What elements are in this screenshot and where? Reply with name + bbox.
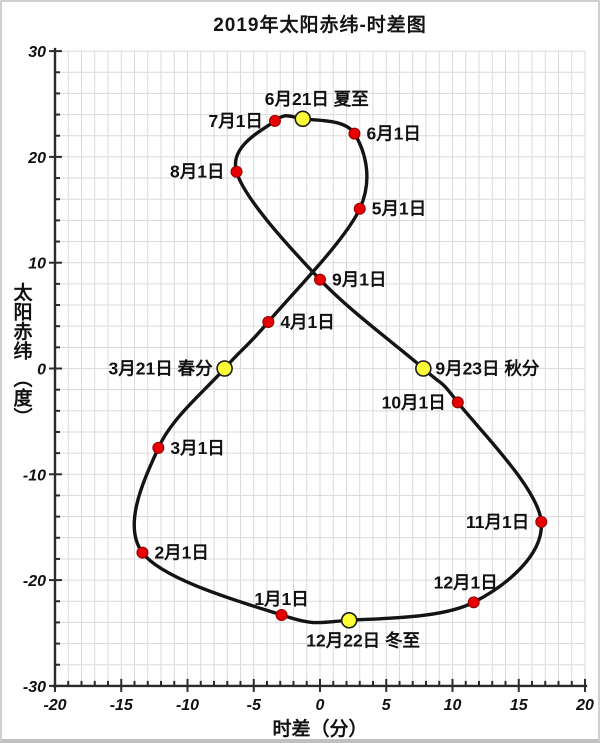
data-point-3月1日: [152, 441, 165, 454]
y-tick-label: -30: [23, 679, 46, 696]
y-axis-title-char: 纬: [13, 340, 32, 363]
point-label-6月21日 夏至: 6月21日 夏至: [265, 89, 369, 109]
point-label-12月22日 冬至: 12月22日 冬至: [306, 630, 420, 650]
data-point-4月1日: [262, 315, 275, 328]
y-tick-label: 30: [28, 44, 46, 61]
y-tick-label: 0: [37, 362, 46, 379]
point-label-10月1日: 10月1日: [382, 392, 446, 412]
x-tick-label: 5: [382, 697, 392, 714]
x-tick-label: -10: [176, 697, 199, 714]
y-tick-label: 20: [27, 150, 46, 167]
data-point-1月1日: [275, 609, 288, 622]
point-label-11月1日: 11月1日: [466, 512, 529, 532]
point-label-2月1日: 2月1日: [154, 543, 208, 563]
x-tick-label: 0: [316, 697, 325, 714]
x-tick-label: -5: [247, 697, 262, 714]
data-point-12月1日: [467, 596, 480, 609]
x-tick-label: -15: [110, 697, 134, 714]
point-label-1月1日: 1月1日: [254, 589, 308, 609]
x-tick-label: 10: [444, 697, 462, 714]
y-axis-title-char: ︵: [13, 369, 32, 390]
y-axis-title-char: 赤: [13, 321, 32, 343]
y-axis-title-char: 太: [13, 281, 33, 304]
y-axis-title-char: 度: [13, 387, 33, 410]
point-label-12月1日: 12月1日: [434, 572, 498, 592]
chart-title: 2019年太阳赤纬-时差图: [213, 15, 427, 36]
point-label-4月1日: 4月1日: [280, 312, 334, 332]
x-tick-label: 20: [575, 697, 594, 714]
data-point-2月1日: [136, 546, 149, 559]
data-point-5月1日: [353, 202, 366, 215]
data-point-12月22日 冬至: [340, 612, 358, 629]
point-label-3月21日 春分: 3月21日 春分: [109, 359, 214, 379]
data-point-11月1日: [535, 515, 548, 528]
data-point-8月1日: [230, 165, 243, 178]
grid: [54, 50, 586, 687]
y-tick-label: -20: [23, 573, 46, 590]
y-axis-title-char: 阳: [13, 302, 32, 324]
point-label-7月1日: 7月1日: [208, 111, 262, 131]
ticks: [49, 50, 586, 692]
point-label-9月23日 秋分: 9月23日 秋分: [435, 359, 540, 379]
x-tick-label: -20: [43, 697, 66, 714]
data-point-9月1日: [314, 273, 326, 286]
point-label-9月1日: 9月1日: [332, 270, 386, 290]
point-label-8月1日: 8月1日: [170, 162, 224, 182]
data-point-9月23日 秋分: [415, 360, 432, 377]
y-axis-title-char: ︶: [13, 406, 32, 429]
y-tick-label: 10: [28, 256, 46, 273]
data-point-3月21日 春分: [216, 360, 233, 377]
x-tick-label: 15: [510, 697, 529, 714]
x-axis-title: 时差（分）: [272, 717, 367, 740]
data-point-6月21日 夏至: [294, 110, 312, 128]
point-label-5月1日: 5月1日: [372, 199, 426, 219]
point-label-6月1日: 6月1日: [366, 124, 420, 144]
data-point-6月1日: [348, 127, 361, 140]
y-tick-label: -10: [23, 467, 46, 484]
data-point-7月1日: [268, 114, 281, 127]
point-label-3月1日: 3月1日: [170, 438, 224, 458]
data-point-10月1日: [451, 396, 464, 409]
